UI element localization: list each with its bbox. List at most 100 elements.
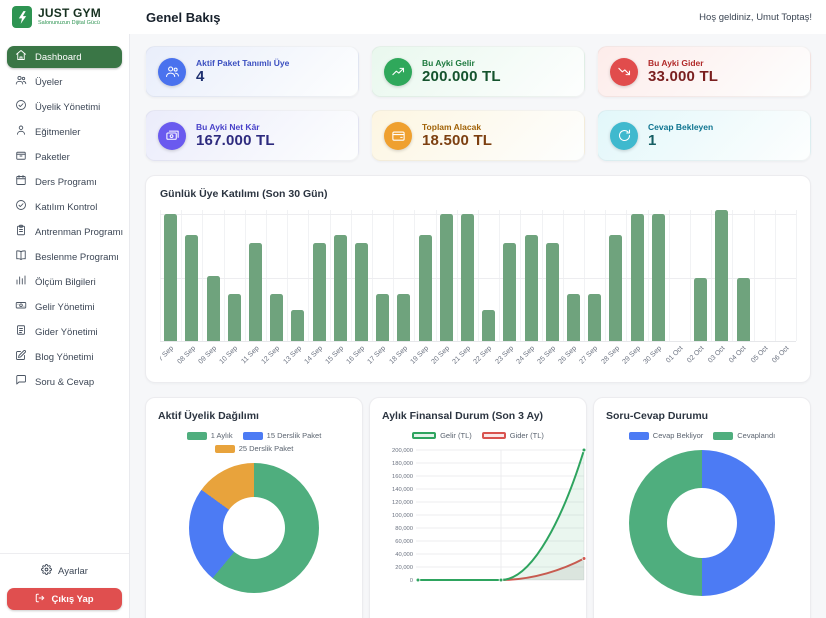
legend-swatch	[242, 431, 263, 440]
bar-chart-gridline	[690, 210, 691, 341]
sidebar-item-label: Eğitmenler	[35, 126, 81, 138]
bar-x-label: 26 Sep	[557, 345, 579, 366]
logout-icon	[35, 593, 45, 606]
bar-19-sep	[418, 234, 432, 341]
bar-x-label: 08 Sep	[176, 345, 197, 366]
membership-distribution-card: Aktif Üyelik Dağılımı 1 Aylık 15 Derslik …	[145, 397, 363, 618]
book-icon	[15, 248, 27, 266]
bar-15-sep	[333, 234, 347, 341]
bar-x-label: 18 Sep	[388, 345, 409, 366]
bar-chart-gridline	[711, 210, 713, 341]
bar-x-label: 29 Sep	[621, 345, 642, 366]
bar-x-label: 11 Sep	[240, 345, 261, 366]
sidebar-item-label: Blog Yönetimi	[35, 351, 94, 363]
bar-x-label: 02 Oct	[686, 345, 706, 365]
bar-chart-gridline	[732, 210, 734, 341]
legend-swatch	[628, 431, 649, 440]
bar-10-sep	[227, 293, 241, 341]
bar-chart-gridline	[626, 210, 628, 341]
bar-x-label: 10 Sep	[218, 345, 240, 366]
stat-value: 200.000 TL	[422, 68, 501, 86]
top-bar: JUST GYM Salonunuzun Dijital Gücü Genel …	[0, 0, 826, 34]
sidebar-item-kat-l-m-kontrol[interactable]: Katılım Kontrol	[7, 196, 122, 218]
sidebar-item-settings[interactable]: Ayarlar	[0, 564, 129, 578]
bar-x-label: 24 Sep	[515, 345, 536, 366]
membership-chart-title: Aktif Üyelik Dağılımı	[158, 410, 259, 422]
legend-item-25-derslik-paket[interactable]: 25 Derslik Paket	[214, 444, 293, 453]
members-icon	[158, 57, 186, 86]
stat-card-5: Cevap Bekleyen 1	[597, 110, 811, 161]
stat-label: Bu Ayki Gider	[648, 57, 704, 68]
sidebar-item-e-itmenler[interactable]: Eğitmenler	[7, 121, 122, 143]
brand[interactable]: JUST GYM Salonunuzun Dijital Gücü	[0, 6, 130, 28]
bar-x-label: 13 Sep	[282, 345, 303, 366]
sidebar-item--yelik-y-netimi[interactable]: Üyelik Yönetimi	[7, 96, 122, 118]
bar-chart-gridline	[266, 210, 267, 341]
sidebar-item-gider-y-netimi[interactable]: Gider Yönetimi	[7, 321, 122, 343]
membership-legend: 1 Aylık 15 Derslik Paket 25 Derslik Paket	[158, 431, 350, 453]
bar-04-oct	[736, 278, 750, 341]
legend-label: 1 Aylık	[210, 431, 233, 440]
bar-chart-gridline	[435, 210, 437, 341]
bar-chart-gridline	[541, 210, 543, 341]
bar-chart-title: Günlük Üye Katılımı (Son 30 Gün)	[160, 188, 328, 200]
wallet-icon	[384, 121, 412, 150]
sidebar-item-ders-program-[interactable]: Ders Programı	[7, 171, 122, 193]
bar-chart-gridline	[562, 210, 564, 341]
bar-x-label: 25 Sep	[536, 345, 558, 366]
bar-07-sep	[164, 213, 178, 341]
legend-swatch	[481, 432, 506, 439]
legend-label: Cevap Bekliyor	[652, 431, 704, 440]
svg-text:80,000: 80,000	[395, 526, 413, 532]
check-circle-icon	[15, 98, 27, 116]
sidebar-item-blog-y-netimi[interactable]: Blog Yönetimi	[7, 346, 122, 368]
gear-icon	[41, 564, 53, 578]
bar-chart-gridline	[372, 210, 373, 341]
bar-13-sep	[291, 309, 305, 341]
finance-line-chart-svg: 0 20,000 40,000 60,000 80,000 100,000 120,000 1…	[392, 447, 586, 584]
legend-label: Gider (TL)	[509, 431, 544, 440]
document-icon	[15, 323, 27, 341]
bar-18-sep	[397, 293, 411, 341]
bar-x-label: 30 Sep	[642, 345, 664, 366]
legend-item-cevapland-[interactable]: Cevaplandı	[713, 431, 775, 440]
bar-11-sep	[248, 242, 262, 341]
sidebar-item-beslenme-program-[interactable]: Beslenme Programı	[7, 246, 122, 268]
stat-label: Bu Ayki Gelir	[422, 57, 475, 68]
donut-hole	[667, 488, 737, 558]
donut-hole	[223, 497, 285, 559]
bar-23-sep	[503, 242, 517, 341]
sidebar-item-paketler[interactable]: Paketler	[7, 146, 122, 168]
bar-27-sep	[588, 293, 602, 341]
bar-chart-gridline	[647, 210, 649, 341]
bottom-charts-grid: Aktif Üyelik Dağılımı 1 Aylık 15 Derslik …	[145, 397, 811, 618]
sidebar-item--l-m-bilgileri[interactable]: Ölçüm Bilgileri	[7, 271, 122, 293]
bar-09-sep	[206, 275, 220, 341]
bar-chart-gridline	[244, 210, 246, 341]
sidebar-item-label: Dashboard	[35, 51, 82, 63]
sidebar-item--yeler[interactable]: Üyeler	[7, 71, 122, 93]
legend-item-1-ayl-k[interactable]: 1 Aylık	[186, 431, 233, 440]
welcome-text: Hoş geldiniz, Umut Toptaş!	[699, 11, 812, 23]
brand-logo-icon	[12, 6, 32, 28]
legend-item-cevap-bekliyor[interactable]: Cevap Bekliyor	[628, 431, 704, 440]
bar-chart-gridline	[414, 210, 416, 341]
legend-item-15-derslik-paket[interactable]: 15 Derslik Paket	[242, 431, 321, 440]
sidebar-item-label: Gider Yönetimi	[35, 326, 98, 338]
svg-text:140,000: 140,000	[392, 487, 413, 493]
qa-legend: Cevap Bekliyor Cevaplandı	[606, 431, 798, 440]
stat-label: Toplam Alacak	[422, 121, 482, 132]
sidebar-item-label: Paketler	[35, 151, 70, 163]
sidebar-footer: Ayarlar Çıkış Yap	[0, 553, 129, 610]
logout-button[interactable]: Çıkış Yap	[7, 588, 122, 610]
legend-item-gider-tl-[interactable]: Gider (TL)	[481, 431, 544, 440]
trend-up-icon	[384, 57, 412, 86]
pending-reply-icon	[610, 121, 638, 150]
legend-item-gelir-tl-[interactable]: Gelir (TL)	[412, 431, 472, 440]
sidebar-item-label: Ölçüm Bilgileri	[35, 276, 96, 288]
bar-chart-gridline	[160, 277, 796, 279]
sidebar-item-antrenman-program-[interactable]: Antrenman Programı	[7, 221, 123, 243]
sidebar-item-gelir-y-netimi[interactable]: Gelir Yönetimi	[7, 296, 122, 318]
sidebar-item-dashboard[interactable]: Dashboard	[7, 46, 122, 68]
sidebar-item-soru-cevap[interactable]: Soru & Cevap	[7, 371, 122, 393]
